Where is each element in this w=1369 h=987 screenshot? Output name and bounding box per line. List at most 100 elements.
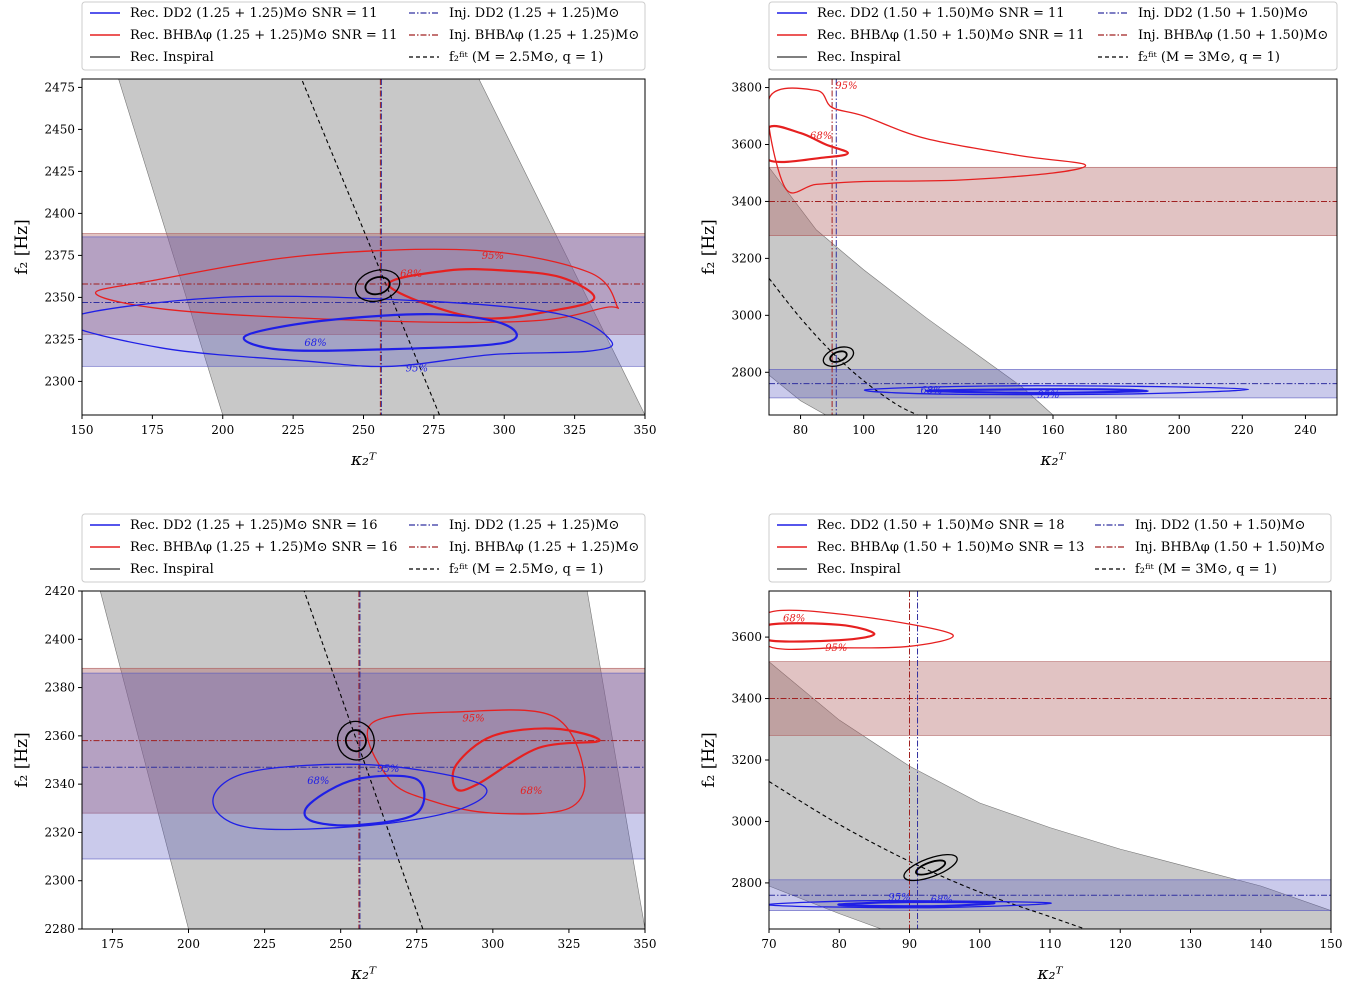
red-contour-label: 95% [835,81,857,92]
legend-label-fit: f₂ᶠⁱᵗ (M = 3M⊙, q = 1) [1135,562,1277,577]
blue-contour-label: 68% [307,776,329,787]
x-tick-label: 325 [563,423,586,437]
fit-uncertainty-band [118,79,645,415]
x-tick-label: 160 [1042,423,1065,437]
inspiral-contour-outer [822,346,855,367]
red-contour-95 [769,87,1087,194]
panel-3: 68% 95% 68% 95% 175 200 225 250 275 300 325 350 2280… [12,513,657,984]
legend-label-rec_bhb: Rec. BHBΛφ (1.50 + 1.50)M⊙ SNR = 13 [817,540,1084,555]
fit-uncertainty-band [769,661,1331,929]
legend-label-inj_dd2: Inj. DD2 (1.25 + 1.25)M⊙ [449,518,619,533]
legend-box [81,513,646,583]
fit-curve [769,781,1086,929]
blue-contour-68 [303,774,426,827]
y-tick-label: 2300 [44,374,75,388]
legend-label-rec_insp: Rec. Inspiral [817,562,901,577]
fit-curve [769,277,918,415]
legend-label-inj_bhb: Inj. BHBΛφ (1.25 + 1.25)M⊙ [449,540,639,555]
y-tick-label: 2475 [44,80,75,94]
inspiral-contour-inner [344,729,367,753]
legend-label-rec_insp: Rec. Inspiral [130,562,214,577]
y-tick-label: 2450 [44,122,75,136]
x-tick-label: 220 [1231,423,1254,437]
fit-curve [301,79,441,415]
y-tick-label: 2380 [44,681,75,695]
fit-uncertainty-band [769,166,1337,415]
legend-label-inj_dd2: Inj. DD2 (1.50 + 1.50)M⊙ [1135,518,1305,533]
x-tick-label: 140 [1249,937,1272,951]
legend-label-inj_dd2: Inj. DD2 (1.50 + 1.50)M⊙ [1138,6,1308,21]
x-tick-label: 70 [761,937,776,951]
inspiral-contour-outer [336,720,375,761]
blue-contour-68 [925,388,1149,394]
red-contour-label: 95% [482,251,504,262]
y-tick-label: 2800 [731,365,762,379]
x-tick-label: 250 [329,937,352,951]
inspiral-contour-outer [354,269,401,303]
y-tick-label: 3800 [731,81,762,95]
red-contour-label: 95% [462,713,484,724]
blue-contour-95 [212,763,488,831]
y-tick-label: 2350 [44,290,75,304]
legend-label-rec_insp: Rec. Inspiral [130,50,214,65]
blue-contour-95 [769,900,1052,909]
y-tick-label: 3200 [731,753,762,767]
x-tick-label: 225 [282,423,305,437]
legend-label-inj_bhb: Inj. BHBΛφ (1.50 + 1.50)M⊙ [1135,540,1325,555]
x-tick-label: 180 [1105,423,1128,437]
red-contour-68 [769,622,876,643]
x-tick-label: 225 [253,937,276,951]
y-tick-label: 2420 [44,584,75,598]
legend-box [768,1,1338,71]
y-axis-label: f₂ [Hz] [12,219,32,275]
x-tick-label: 90 [902,937,917,951]
legend-label-rec_dd2: Rec. DD2 (1.50 + 1.50)M⊙ SNR = 18 [817,518,1065,533]
y-tick-label: 2280 [44,922,75,936]
x-axis-label: κ₂ᵀ [350,964,377,984]
x-tick-label: 130 [1179,937,1202,951]
red-contour-label: 68% [783,614,805,625]
legend-label-rec_bhb: Rec. BHBΛφ (1.25 + 1.25)M⊙ SNR = 11 [130,28,397,43]
y-tick-label: 3400 [731,194,762,208]
panel-2: 68% 95% 68% 95% 80 100 120 140 160 180 200 220 240 28… [699,1,1338,470]
x-tick-label: 200 [1168,423,1191,437]
legend-label-inj_dd2: Inj. DD2 (1.25 + 1.25)M⊙ [449,6,619,21]
legend-box [768,513,1332,583]
x-tick-label: 300 [481,937,504,951]
x-tick-label: 175 [141,423,164,437]
legend-label-fit: f₂ᶠⁱᵗ (M = 3M⊙, q = 1) [1138,50,1280,65]
inspiral-contour-inner [829,350,848,363]
legend-label-inj_bhb: Inj. BHBΛφ (1.25 + 1.25)M⊙ [449,28,639,43]
y-tick-label: 3600 [731,630,762,644]
y-axis-label: f₂ [Hz] [699,732,719,788]
y-tick-label: 2400 [44,632,75,646]
blue-contour-label: 95% [406,363,428,374]
x-tick-label: 325 [557,937,580,951]
y-axis-label: f₂ [Hz] [699,219,719,275]
x-axis-label: κ₂ᵀ [1039,450,1066,470]
y-tick-label: 2320 [44,825,75,839]
red-contour-95 [366,709,586,815]
x-tick-label: 110 [1039,937,1062,951]
blue-contour-label: 68% [304,338,326,349]
legend-label-fit: f₂ᶠⁱᵗ (M = 2.5M⊙, q = 1) [449,562,603,577]
blue-contour-label: 95% [888,893,910,904]
blue-contour-95 [863,385,1250,396]
x-tick-label: 120 [915,423,938,437]
red-contour-label: 68% [810,131,832,142]
x-tick-label: 175 [101,937,124,951]
legend-label-rec_dd2: Rec. DD2 (1.50 + 1.50)M⊙ SNR = 11 [817,6,1065,21]
fit-uncertainty-band [99,591,645,929]
x-tick-label: 150 [1320,937,1343,951]
y-tick-label: 3400 [731,692,762,706]
legend-label-rec_dd2: Rec. DD2 (1.25 + 1.25)M⊙ SNR = 16 [130,518,378,533]
blue-contour-68 [242,313,518,352]
red-contour-label: 95% [825,643,847,654]
legend-label-rec_bhb: Rec. BHBΛφ (1.25 + 1.25)M⊙ SNR = 16 [130,540,397,555]
x-tick-label: 150 [71,423,94,437]
panel-4: 68%95%68%95%70 80 90 100 110 120 130 140 1502800… [699,513,1343,984]
x-tick-label: 120 [1109,937,1132,951]
blue-contour-68 [837,900,996,908]
x-tick-label: 350 [634,937,657,951]
